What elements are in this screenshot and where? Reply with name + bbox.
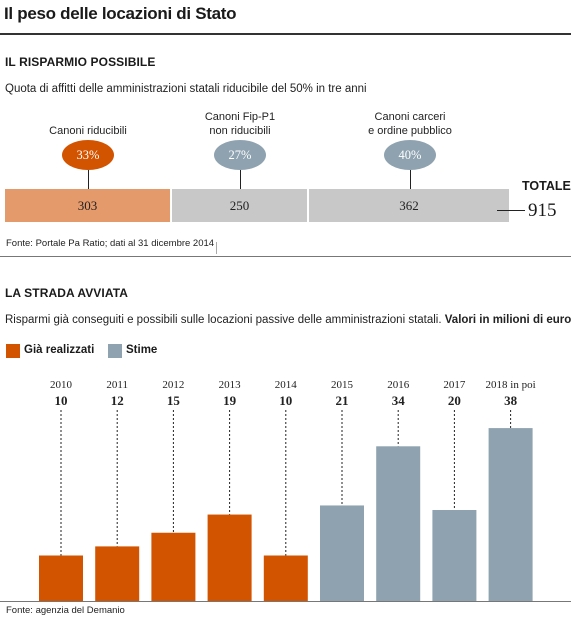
value-label: 10 (279, 393, 292, 408)
year-label: 2017 (443, 379, 466, 391)
percent-pill-2: 27% (214, 140, 266, 170)
year-label: 2013 (219, 379, 242, 391)
year-label: 2016 (387, 379, 410, 391)
segment-label-2: Canoni Fip-P1 non riducibili (175, 110, 305, 138)
segment-label-1: Canoni riducibili (23, 124, 153, 138)
percent-pill-1: 33% (62, 140, 114, 170)
savings-bar-chart: 2010 10 2011 12 2012 15 2013 19 2014 10 2015 21 2016… (0, 370, 571, 602)
bar-2017 (432, 510, 476, 601)
legend-label-estimates: Stime (126, 344, 157, 356)
source-separator (216, 242, 217, 254)
percent-pill-3: 40% (384, 140, 436, 170)
title-divider (0, 33, 571, 35)
bar-2012 (151, 533, 195, 601)
segment-bar-1: 303 (5, 189, 170, 222)
segment-bar-3: 362 (309, 189, 509, 222)
total-connector (497, 210, 525, 211)
year-label: 2010 (50, 379, 73, 391)
year-label: 2011 (106, 379, 128, 391)
section2-divider (0, 601, 571, 602)
bar-2016 (376, 446, 420, 601)
legend-label-realized: Già realizzati (24, 344, 94, 356)
bar-2013 (208, 515, 252, 601)
bar-2010 (39, 556, 83, 602)
year-label: 2018 in poi (486, 379, 536, 391)
section1-subtitle: Quota di affitti delle amministrazioni s… (5, 83, 367, 95)
section1-divider (0, 256, 571, 257)
value-label: 10 (55, 393, 68, 408)
section1-source: Fonte: Portale Pa Ratio; dati al 31 dice… (6, 238, 214, 249)
bar-2011 (95, 546, 139, 601)
section2-heading: LA STRADA AVVIATA (5, 286, 128, 300)
value-label: 34 (392, 393, 406, 408)
year-label: 2015 (331, 379, 354, 391)
section1-heading: IL RISPARMIO POSSIBILE (5, 55, 155, 69)
page-title: Il peso delle locazioni di Stato (4, 4, 236, 24)
total-value: 915 (528, 200, 557, 222)
value-label: 21 (336, 393, 349, 408)
bar-2014 (264, 556, 308, 602)
section2-subtitle: Risparmi già conseguiti e possibili sull… (5, 314, 571, 326)
segment-bar-2: 250 (172, 189, 307, 222)
value-label: 19 (223, 393, 237, 408)
bar-2018-in-poi (489, 428, 533, 601)
total-label: TOTALE (522, 179, 571, 193)
value-label: 20 (448, 393, 461, 408)
year-label: 2014 (275, 379, 298, 391)
value-label: 38 (504, 393, 518, 408)
legend-swatch-realized (6, 344, 20, 358)
value-label: 12 (111, 393, 124, 408)
section2-source: Fonte: agenzia del Demanio (6, 605, 125, 616)
value-label: 15 (167, 393, 181, 408)
year-label: 2012 (162, 379, 184, 391)
bar-2015 (320, 505, 364, 601)
legend-swatch-estimates (108, 344, 122, 358)
segment-label-3: Canoni carceri e ordine pubblico (345, 110, 475, 138)
